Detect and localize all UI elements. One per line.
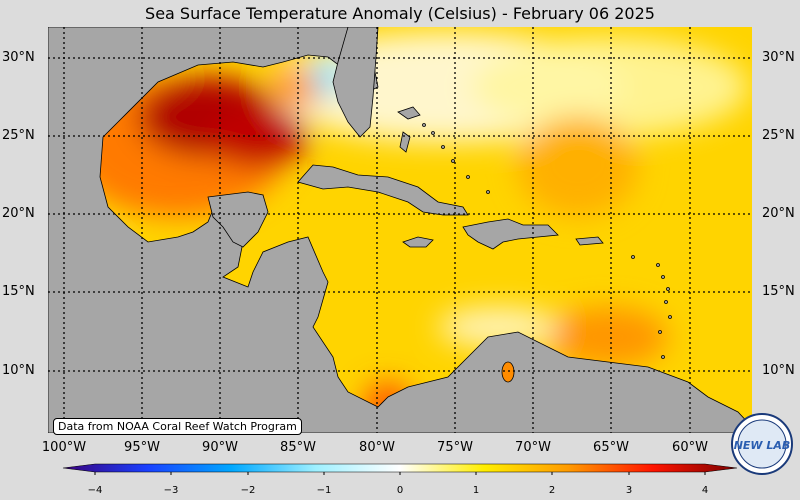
lat-label-20n-right: 20°N: [762, 206, 795, 221]
colorbar-tick-neg4: −4: [88, 485, 103, 496]
colorbar-tick-neg1: −1: [317, 485, 332, 496]
lat-label-25n-right: 25°N: [762, 128, 795, 143]
logo-text: NEW LAB: [734, 439, 791, 452]
graticule: [48, 27, 752, 433]
colorbar-tick-1: 1: [473, 485, 479, 496]
colorbar: −4 −3 −2 −1 0 1 2 3 4: [62, 463, 738, 496]
colorbar-tick-0: 0: [397, 485, 403, 496]
lon-label-70w: 70°W: [515, 440, 551, 455]
land: [48, 27, 752, 433]
lat-label-20n: 20°N: [2, 206, 35, 221]
lab-logo: NEW LAB: [731, 413, 793, 475]
colorbar-tick-4: 4: [702, 485, 708, 496]
colorbar-gradient: [62, 463, 738, 473]
lat-label-30n-right: 30°N: [762, 50, 795, 65]
colorbar-tick-neg2: −2: [241, 485, 256, 496]
lat-label-10n-right: 10°N: [762, 363, 795, 378]
lat-label-10n: 10°N: [2, 363, 35, 378]
lon-label-75w: 75°W: [437, 440, 473, 455]
colorbar-tick-2: 2: [549, 485, 555, 496]
lon-label-100w: 100°W: [41, 440, 87, 455]
lat-label-15n: 15°N: [2, 284, 35, 299]
lon-label-80w: 80°W: [359, 440, 395, 455]
sst-anomaly-map: [48, 27, 752, 433]
colorbar-tick-3: 3: [626, 485, 632, 496]
data-credit-label: Data from NOAA Coral Reef Watch Program: [53, 418, 302, 435]
lat-label-30n: 30°N: [2, 50, 35, 65]
lon-label-85w: 85°W: [280, 440, 316, 455]
colorbar-ticks: [94, 472, 706, 475]
lat-label-25n: 25°N: [2, 128, 35, 143]
islands: [397, 106, 672, 383]
colorbar-tick-neg3: −3: [164, 485, 179, 496]
lon-label-95w: 95°W: [124, 440, 160, 455]
lon-label-60w: 60°W: [672, 440, 708, 455]
map-title: Sea Surface Temperature Anomaly (Celsius…: [145, 4, 655, 23]
lat-label-15n-right: 15°N: [762, 284, 795, 299]
lon-label-90w: 90°W: [202, 440, 238, 455]
lon-label-65w: 65°W: [593, 440, 629, 455]
